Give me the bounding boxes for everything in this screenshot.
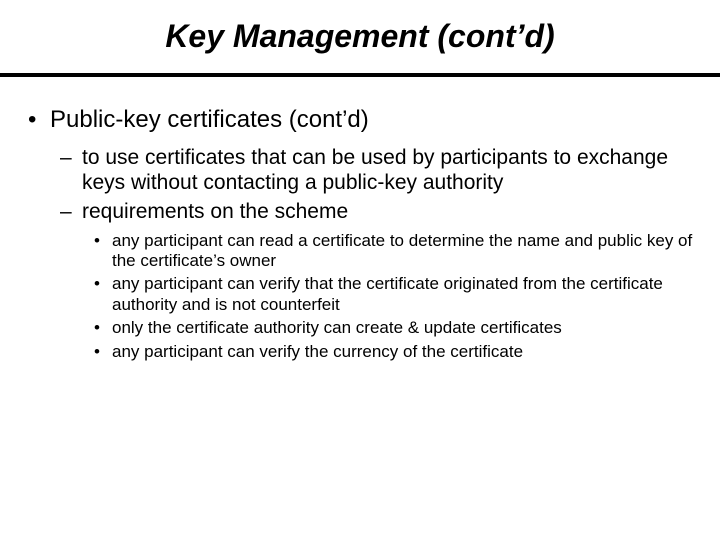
- bullet-text: requirements on the scheme: [82, 200, 348, 223]
- list-item: any participant can verify that the cert…: [82, 274, 696, 315]
- bullet-text: any participant can read a certificate t…: [112, 231, 692, 270]
- list-item: Public-key certificates (cont’d) to use …: [24, 105, 696, 362]
- title-area: Key Management (cont’d): [0, 0, 720, 55]
- bullet-text: any participant can verify the currency …: [112, 342, 523, 361]
- bullet-text: only the certificate authority can creat…: [112, 318, 562, 337]
- list-item: any participant can verify the currency …: [82, 342, 696, 362]
- list-item: to use certificates that can be used by …: [50, 145, 696, 195]
- bullet-list-level-1: Public-key certificates (cont’d) to use …: [24, 105, 696, 362]
- slide-title: Key Management (cont’d): [165, 18, 554, 55]
- bullet-list-level-3: any participant can read a certificate t…: [82, 231, 696, 362]
- bullet-text: Public-key certificates (cont’d): [50, 106, 369, 133]
- bullet-list-level-2: to use certificates that can be used by …: [50, 145, 696, 362]
- list-item: any participant can read a certificate t…: [82, 231, 696, 272]
- bullet-text: any participant can verify that the cert…: [112, 274, 663, 313]
- bullet-text: to use certificates that can be used by …: [82, 146, 668, 194]
- list-item: requirements on the scheme any participa…: [50, 199, 696, 362]
- slide: Key Management (cont’d) Public-key certi…: [0, 0, 720, 540]
- slide-body: Public-key certificates (cont’d) to use …: [0, 77, 720, 362]
- list-item: only the certificate authority can creat…: [82, 318, 696, 338]
